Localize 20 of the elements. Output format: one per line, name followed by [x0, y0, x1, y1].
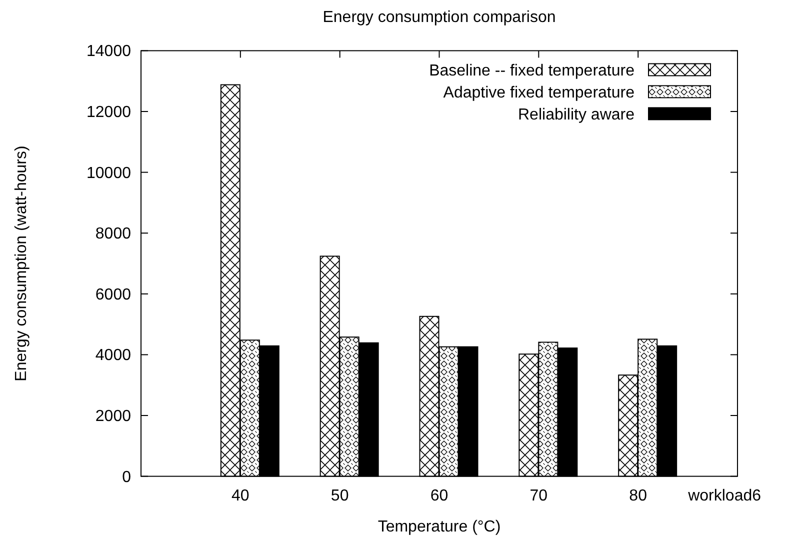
y-axis-title: Energy consumption (watt-hours) — [13, 146, 30, 382]
x-tick-label: 80 — [629, 487, 648, 504]
y-tick-label: 2000 — [95, 408, 132, 425]
x-tick-label: 70 — [530, 487, 548, 504]
x-tick-label: 40 — [232, 487, 250, 504]
chart-title: Energy consumption comparison — [322, 9, 556, 26]
y-tick-label: 12000 — [86, 104, 132, 121]
y-tick-label: 6000 — [95, 286, 132, 304]
x-tick-label: 50 — [330, 487, 349, 504]
x-tick-label: 60 — [430, 487, 448, 504]
y-tick-label: 10000 — [86, 164, 132, 182]
y-tick-label: 14000 — [86, 43, 132, 60]
y-tick-label: 0 — [122, 468, 132, 486]
legend-label: Reliability aware — [518, 106, 635, 124]
x-axis-title: Temperature (°C) — [378, 518, 501, 536]
legend-label: Adaptive fixed temperature — [443, 84, 635, 102]
y-tick-label: 8000 — [95, 226, 132, 243]
y-tick-label: 4000 — [95, 347, 132, 364]
text: workload6 — [687, 487, 762, 504]
legend-label: Baseline -- fixed temperature — [429, 62, 635, 80]
